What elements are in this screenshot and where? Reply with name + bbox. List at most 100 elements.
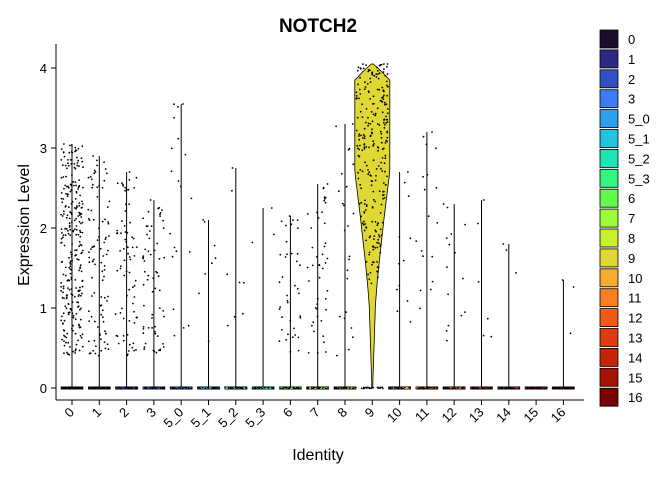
cell-point xyxy=(127,252,129,255)
cell-point xyxy=(79,286,81,289)
cell-point xyxy=(326,289,329,292)
legend-label: 6 xyxy=(628,191,635,206)
cell-point xyxy=(320,320,323,322)
cell-point xyxy=(273,233,275,236)
cell-point xyxy=(75,217,77,220)
cell-point xyxy=(372,140,375,143)
cell-point xyxy=(122,317,125,320)
cell-point xyxy=(100,349,103,352)
cell-point xyxy=(384,142,387,144)
cell-point xyxy=(307,387,310,389)
cell-point xyxy=(78,294,80,296)
cell-point xyxy=(91,186,94,189)
cell-point xyxy=(147,250,150,253)
cell-point xyxy=(69,234,71,237)
cell-point xyxy=(79,229,81,232)
cell-point xyxy=(74,348,77,350)
cell-point xyxy=(372,190,375,193)
cell-point xyxy=(382,147,385,150)
expr-points-5_2 xyxy=(226,167,245,327)
cell-point xyxy=(289,350,292,353)
cell-point xyxy=(338,315,341,318)
cell-point xyxy=(151,290,154,293)
cell-point xyxy=(306,266,309,269)
cell-point xyxy=(506,386,509,389)
cell-point xyxy=(64,305,67,308)
x-tick-label: 2 xyxy=(116,405,132,421)
cell-point xyxy=(78,220,81,223)
cell-point xyxy=(75,343,78,346)
cell-point xyxy=(298,292,300,295)
cell-point xyxy=(334,387,337,389)
cell-point xyxy=(65,205,67,207)
cell-point xyxy=(295,387,297,390)
cell-point xyxy=(73,219,76,222)
cell-point xyxy=(62,234,65,237)
x-tick-label: 11 xyxy=(412,405,432,425)
legend-label: 16 xyxy=(628,390,642,405)
cell-point xyxy=(67,229,69,232)
cell-point xyxy=(132,386,134,389)
violin-group-0 xyxy=(60,143,84,390)
cell-point xyxy=(368,171,371,174)
cell-point xyxy=(157,207,160,210)
cell-point xyxy=(103,179,106,182)
cell-point xyxy=(75,184,77,187)
cell-point xyxy=(376,241,378,244)
cell-point xyxy=(497,387,500,390)
cell-point xyxy=(202,219,205,221)
cell-point xyxy=(280,220,283,223)
cell-point xyxy=(386,84,388,87)
cell-point xyxy=(288,215,291,217)
cell-point xyxy=(80,387,82,390)
cell-point xyxy=(357,69,359,72)
cell-point xyxy=(69,265,72,268)
x-tick-label: 13 xyxy=(466,405,487,426)
cell-point xyxy=(363,135,366,138)
y-axis-label: Expression Level xyxy=(16,164,33,286)
cell-point xyxy=(65,192,67,195)
cell-point xyxy=(77,290,80,292)
cell-point xyxy=(381,386,384,389)
cell-point xyxy=(60,261,63,263)
cell-point xyxy=(74,150,76,153)
cell-point xyxy=(396,386,398,389)
cell-point xyxy=(96,159,98,162)
cell-point xyxy=(240,387,243,389)
cell-point xyxy=(142,326,145,328)
cell-point xyxy=(162,346,165,348)
cell-point xyxy=(382,197,384,200)
cell-point xyxy=(133,284,136,287)
cell-point xyxy=(326,387,329,389)
cell-point xyxy=(323,199,326,202)
cell-point xyxy=(77,215,80,217)
cell-point xyxy=(128,203,131,206)
cell-point xyxy=(114,313,117,316)
cell-point xyxy=(80,157,83,160)
zero-points-7 xyxy=(306,386,329,390)
cell-point xyxy=(62,176,65,178)
cell-point xyxy=(343,204,345,207)
cell-point xyxy=(292,219,294,221)
cell-point xyxy=(380,161,383,164)
cell-point xyxy=(61,338,63,341)
cell-point xyxy=(293,327,295,330)
cell-point xyxy=(66,214,69,217)
cell-point xyxy=(121,307,123,310)
cell-point xyxy=(91,246,94,249)
cell-point xyxy=(533,387,536,389)
cell-point xyxy=(389,387,392,389)
cell-point xyxy=(70,268,73,271)
cell-point xyxy=(376,146,379,148)
cell-point xyxy=(364,121,367,124)
cell-point xyxy=(367,125,369,127)
cell-point xyxy=(67,164,70,167)
cell-point xyxy=(100,296,103,298)
cell-point xyxy=(569,387,571,390)
cell-point xyxy=(346,269,349,272)
cell-point xyxy=(70,309,73,311)
x-axis: 0 1 2 3 5_0 5_1 5_2 5_3 6 7 8 9 10 11 12 13 14 15 16 xyxy=(56,399,584,430)
cell-point xyxy=(99,387,101,390)
cell-point xyxy=(312,321,315,324)
cell-point xyxy=(383,127,386,129)
